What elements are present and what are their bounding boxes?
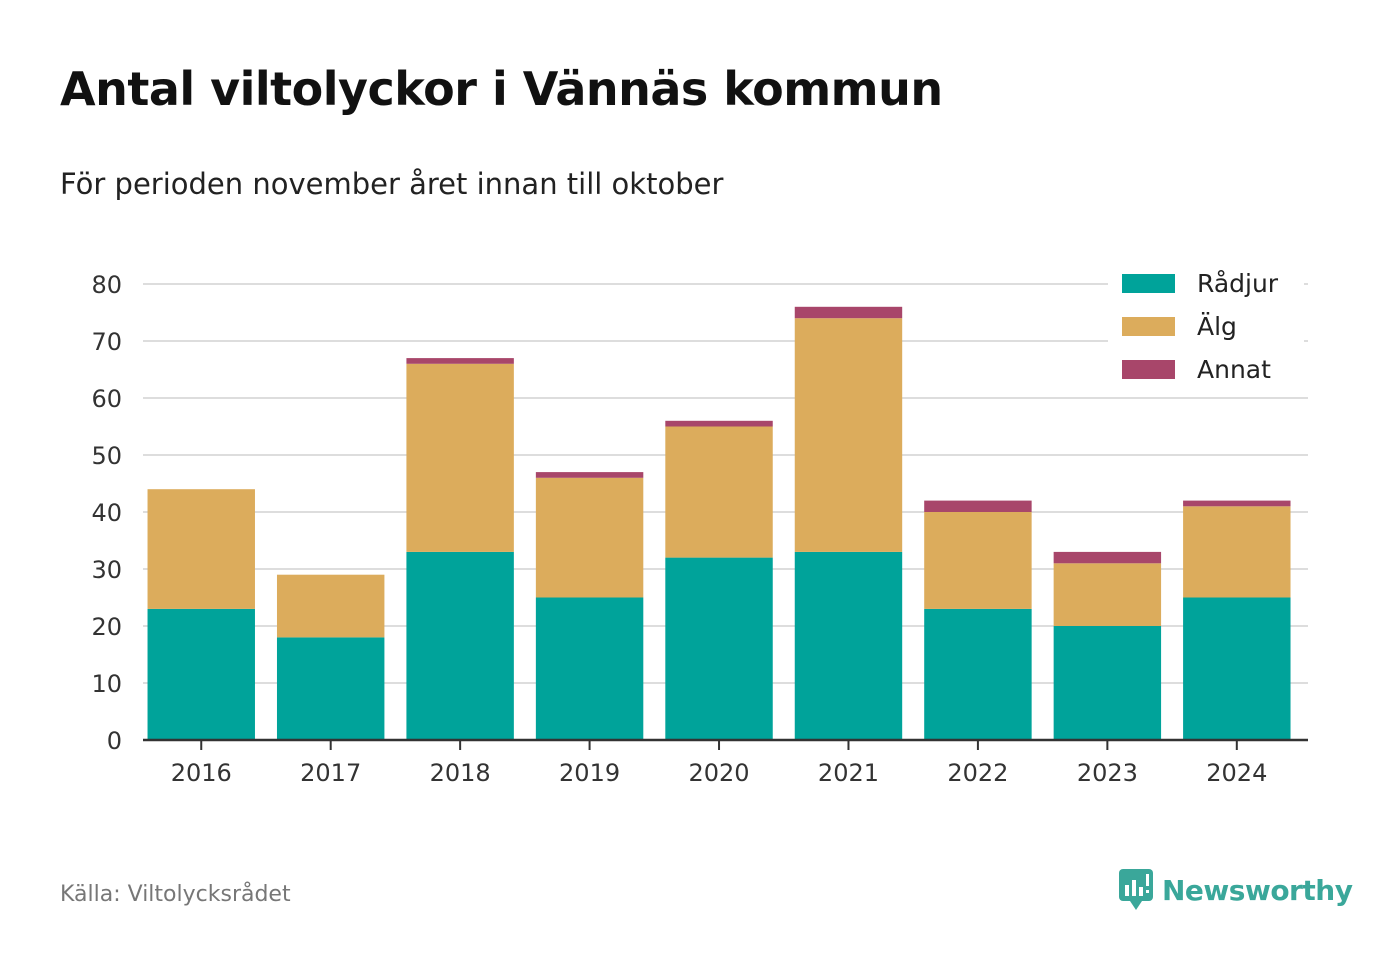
x-tick-label: 2020 bbox=[688, 759, 749, 787]
legend-swatch-rådjur bbox=[1122, 274, 1175, 293]
bar-rådjur-2017 bbox=[276, 637, 385, 740]
brand-name: Newsworthy bbox=[1162, 873, 1353, 907]
bar-rådjur-2019 bbox=[535, 597, 644, 740]
bar-älg-2020 bbox=[665, 426, 773, 558]
y-tick-label: 0 bbox=[107, 727, 122, 755]
x-tick-label: 2018 bbox=[430, 759, 491, 787]
x-tick-label: 2021 bbox=[818, 759, 879, 787]
legend-label: Annat bbox=[1197, 355, 1271, 384]
y-tick-label: 30 bbox=[91, 556, 122, 584]
y-tick-label: 60 bbox=[91, 385, 122, 413]
x-tick-label: 2016 bbox=[171, 759, 232, 787]
bar-älg-2021 bbox=[794, 318, 903, 552]
bar-rådjur-2018 bbox=[406, 551, 514, 740]
y-tick-label: 50 bbox=[91, 442, 122, 470]
bar-annat-2018 bbox=[406, 358, 514, 364]
x-tick-label: 2023 bbox=[1077, 759, 1138, 787]
newsworthy-logo-icon bbox=[1119, 869, 1153, 910]
bar-annat-2023 bbox=[1053, 551, 1162, 564]
y-tick-label: 10 bbox=[91, 670, 122, 698]
bars bbox=[147, 306, 1291, 740]
bar-älg-2024 bbox=[1183, 506, 1291, 598]
bar-rådjur-2016 bbox=[147, 608, 255, 740]
bar-rådjur-2020 bbox=[665, 557, 773, 740]
bar-annat-2019 bbox=[535, 472, 644, 478]
y-axis-ticks: 0 10 20 30 40 50 60 70 80 bbox=[91, 271, 122, 755]
bar-annat-2021 bbox=[794, 306, 903, 319]
legend-swatch-annat bbox=[1122, 360, 1175, 379]
legend-swatch-älg bbox=[1122, 317, 1175, 336]
bar-annat-2020 bbox=[665, 420, 773, 427]
bar-älg-2022 bbox=[924, 512, 1032, 609]
y-tick-label: 20 bbox=[91, 613, 122, 641]
bar-rådjur-2022 bbox=[924, 608, 1032, 740]
x-tick-label: 2024 bbox=[1206, 759, 1267, 787]
bar-älg-2019 bbox=[535, 477, 644, 598]
bar-annat-2022 bbox=[924, 500, 1032, 512]
x-tick-label: 2017 bbox=[300, 759, 361, 787]
x-tick-label: 2019 bbox=[559, 759, 620, 787]
x-tick-label: 2022 bbox=[947, 759, 1008, 787]
source-note: Källa: Viltolycksrådet bbox=[60, 882, 291, 907]
legend: Rådjur Älg Annat bbox=[1108, 264, 1304, 396]
bar-rådjur-2021 bbox=[794, 551, 903, 740]
legend-label: Älg bbox=[1197, 312, 1237, 341]
y-tick-label: 80 bbox=[91, 271, 122, 299]
chart-subtitle: För perioden november året innan till ok… bbox=[60, 167, 724, 201]
bar-älg-2023 bbox=[1053, 563, 1162, 626]
bar-älg-2018 bbox=[406, 363, 514, 552]
bar-älg-2017 bbox=[276, 574, 385, 638]
bar-älg-2016 bbox=[147, 489, 255, 609]
bar-rådjur-2023 bbox=[1053, 626, 1162, 740]
bar-annat-2024 bbox=[1183, 500, 1291, 507]
x-axis: 2016 2017 2018 2019 2020 2021 2022 2023 2024 bbox=[143, 738, 1308, 787]
bar-rådjur-2024 bbox=[1183, 597, 1291, 740]
legend-label: Rådjur bbox=[1197, 269, 1279, 298]
y-tick-label: 70 bbox=[91, 328, 122, 356]
y-tick-label: 40 bbox=[91, 499, 122, 527]
chart-title: Antal viltolyckor i Vännäs kommun bbox=[60, 62, 943, 116]
brand-logo: Newsworthy bbox=[1118, 868, 1353, 912]
